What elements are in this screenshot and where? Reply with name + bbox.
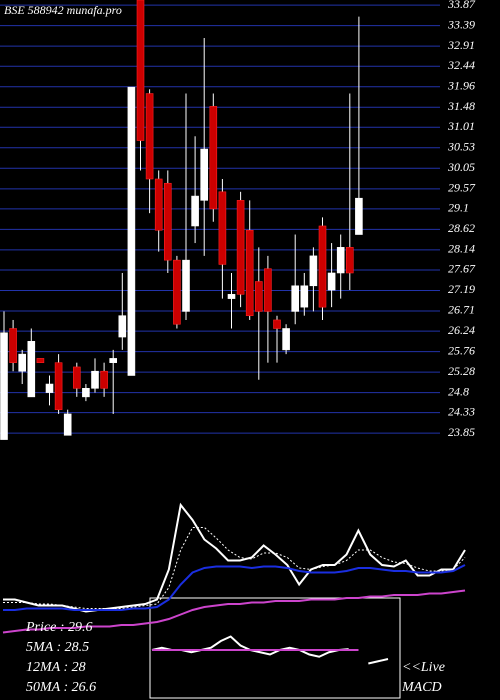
y-tick-label: 28.62 xyxy=(448,221,475,235)
y-tick-label: 32.44 xyxy=(447,58,475,72)
candle-body xyxy=(164,182,172,261)
candle-body xyxy=(282,328,290,351)
legend-entry: 5MA : 28.5 xyxy=(26,640,89,655)
candle-body xyxy=(145,93,154,180)
indicator-line xyxy=(151,635,349,658)
y-tick-label: 29.1 xyxy=(448,201,469,215)
legend-entry: 50MA : 26.6 xyxy=(26,680,96,695)
y-tick-label: 33.39 xyxy=(447,17,475,31)
candle-body xyxy=(173,259,181,325)
legend-entry: Price : 29.6 xyxy=(25,620,92,635)
candle-body xyxy=(73,366,81,389)
y-tick-label: 29.57 xyxy=(448,181,476,195)
candle-body xyxy=(127,86,136,376)
y-tick-label: 28.14 xyxy=(448,242,475,256)
y-tick-label: 31.48 xyxy=(447,99,475,113)
indicator-line xyxy=(368,658,389,665)
candle-body xyxy=(300,285,309,308)
y-tick-label: 23.85 xyxy=(448,425,475,439)
chart-title: BSE 588942 munafa.pro xyxy=(4,3,122,17)
y-tick-label: 30.53 xyxy=(447,140,475,154)
candle-body xyxy=(245,229,254,316)
y-tick-label: 31.01 xyxy=(447,119,475,133)
candle-body xyxy=(345,247,354,274)
candle-body xyxy=(118,315,127,338)
candle-body xyxy=(255,281,263,312)
y-tick-label: 33.87 xyxy=(447,0,476,11)
candle-body xyxy=(318,225,327,308)
candle-body xyxy=(63,413,72,436)
candle-body xyxy=(327,272,336,291)
y-tick-label: 25.28 xyxy=(448,364,475,378)
candle-body xyxy=(200,148,208,201)
legend-entry: 12MA : 28 xyxy=(26,660,86,675)
candle-body xyxy=(336,247,345,274)
candle-body xyxy=(309,255,318,287)
candle-body xyxy=(154,178,163,231)
y-tick-label: 30.05 xyxy=(447,160,475,174)
candle-body xyxy=(355,197,363,235)
y-tick-label: 31.96 xyxy=(447,78,475,92)
candle-body xyxy=(191,195,199,227)
candle-body xyxy=(18,353,27,372)
candle-body xyxy=(218,191,227,265)
candle-body xyxy=(291,285,300,312)
y-tick-label: 27.19 xyxy=(448,282,475,296)
candle-body xyxy=(136,0,145,141)
indicator-line xyxy=(2,589,466,634)
candle-body xyxy=(82,388,90,398)
live-label: <<Live xyxy=(402,660,445,675)
macd-label: MACD xyxy=(401,680,442,695)
candle-body xyxy=(9,328,17,363)
candle-body xyxy=(91,370,99,389)
y-tick-label: 25.76 xyxy=(448,343,475,357)
y-tick-label: 32.91 xyxy=(447,38,475,52)
y-tick-label: 24.33 xyxy=(448,404,475,418)
candle-body xyxy=(109,358,117,363)
macd-frame xyxy=(149,597,401,699)
candle-body xyxy=(236,200,245,295)
candle-body xyxy=(227,294,236,299)
candle-body xyxy=(100,370,108,389)
candle-body xyxy=(264,268,272,312)
candle-body xyxy=(0,332,8,440)
candle-body xyxy=(209,106,218,210)
y-tick-label: 26.24 xyxy=(448,323,475,337)
candle-body xyxy=(273,319,281,329)
y-tick-label: 24.8 xyxy=(448,384,469,398)
candle-body xyxy=(27,341,36,398)
candle-body xyxy=(182,259,190,312)
indicator-line xyxy=(3,564,466,611)
indicator-line xyxy=(3,527,466,609)
candle-body xyxy=(36,358,45,363)
candle-body xyxy=(45,383,54,393)
candle-body xyxy=(54,362,63,410)
y-tick-label: 27.67 xyxy=(448,262,476,276)
y-tick-label: 26.71 xyxy=(448,303,475,317)
